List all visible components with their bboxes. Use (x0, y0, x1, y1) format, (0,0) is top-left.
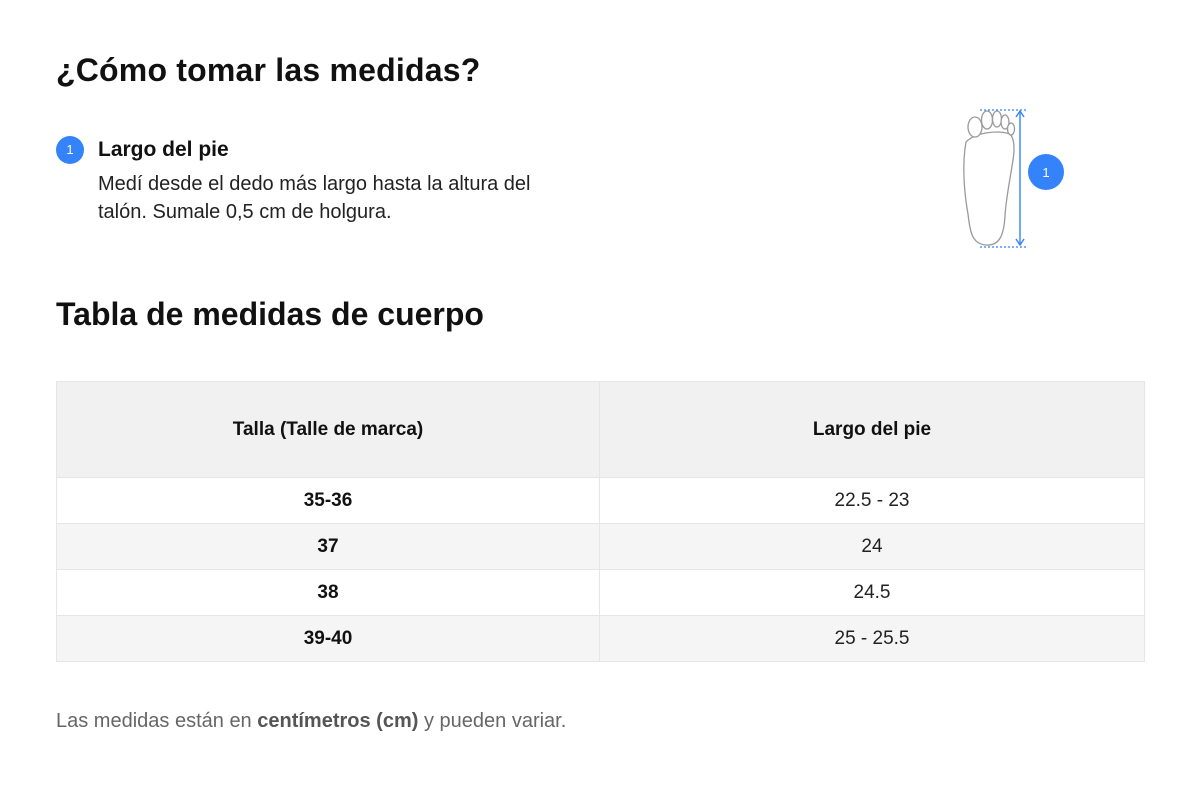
foot-length-cell: 22.5 - 23 (599, 477, 1145, 524)
table-row: 38 24.5 (56, 569, 1145, 616)
footnote-text-after: y pueden variar. (418, 710, 567, 732)
step-title: Largo del pie (98, 138, 229, 161)
column-header-size: Talla (Talle de marca) (56, 381, 600, 478)
table-row: 39-40 25 - 25.5 (56, 615, 1145, 662)
page-title: ¿Cómo tomar las medidas? (56, 52, 481, 88)
table-title: Tabla de medidas de cuerpo (56, 296, 484, 332)
step-number-badge: 1 (56, 136, 84, 164)
size-cell: 39-40 (56, 615, 600, 662)
table-header-row: Talla (Talle de marca) Largo del pie (56, 381, 1145, 478)
table-row: 37 24 (56, 523, 1145, 570)
size-cell: 37 (56, 523, 600, 570)
foot-marker-number: 1 (1042, 165, 1049, 180)
size-cell: 35-36 (56, 477, 600, 524)
table-row: 35-36 22.5 - 23 (56, 477, 1145, 524)
foot-length-cell: 24 (599, 523, 1145, 570)
size-cell: 38 (56, 569, 600, 616)
units-footnote: Las medidas están en centímetros (cm) y … (56, 706, 566, 736)
foot-length-cell: 25 - 25.5 (599, 615, 1145, 662)
foot-length-cell: 24.5 (599, 569, 1145, 616)
step-description: Medí desde el dedo más largo hasta la al… (98, 173, 531, 223)
size-table: Talla (Talle de marca) Largo del pie 35-… (56, 381, 1145, 662)
footnote-text-before: Las medidas están en (56, 710, 258, 732)
footnote-units: centímetros (cm) (257, 710, 419, 732)
column-header-foot-length: Largo del pie (599, 381, 1145, 478)
foot-measure-icon: 1 (950, 104, 1080, 254)
